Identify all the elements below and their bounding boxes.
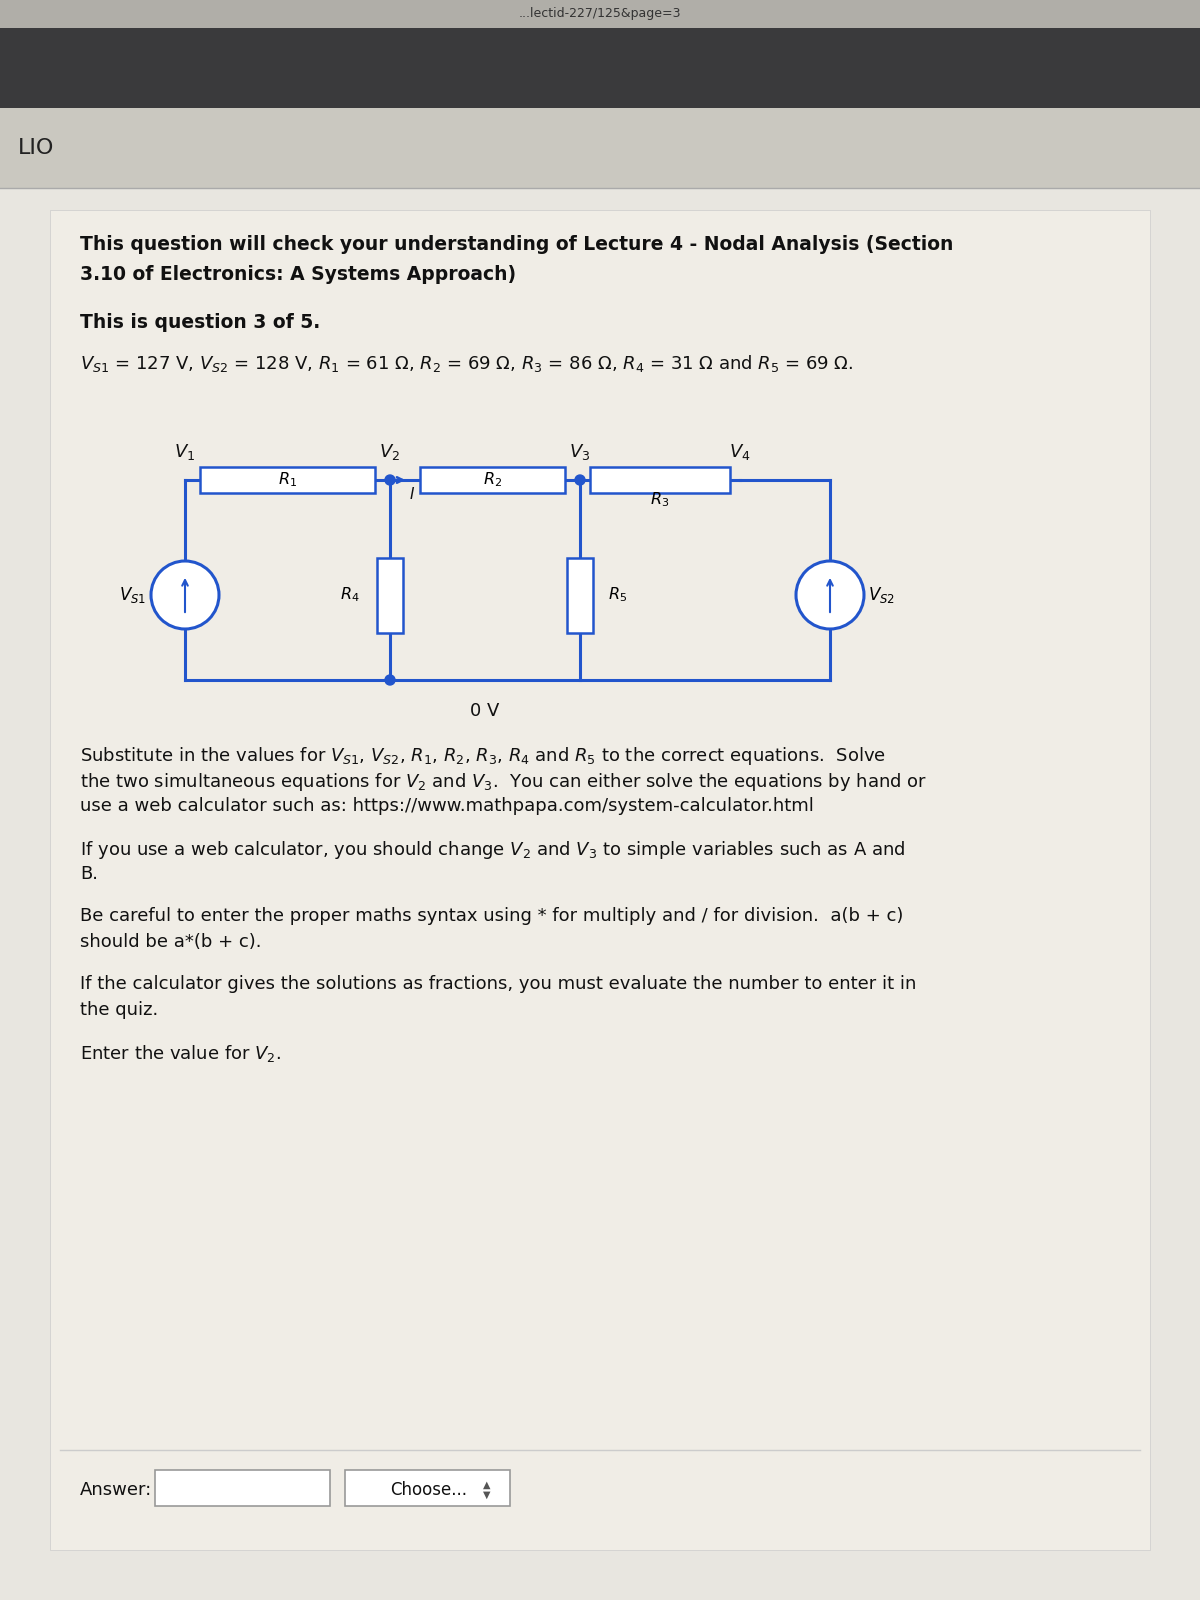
Text: LIO: LIO: [18, 138, 54, 158]
Text: Be careful to enter the proper maths syntax using * for multiply and / for divis: Be careful to enter the proper maths syn…: [80, 907, 904, 925]
Text: $V_{S1}$ = 127 V, $V_{S2}$ = 128 V, $R_1$ = 61 $\Omega$, $R_2$ = 69 $\Omega$, $R: $V_{S1}$ = 127 V, $V_{S2}$ = 128 V, $R_1…: [80, 354, 853, 374]
Circle shape: [151, 562, 220, 629]
Text: $R_4$: $R_4$: [341, 586, 360, 605]
Text: This is question 3 of 5.: This is question 3 of 5.: [80, 314, 320, 333]
Circle shape: [575, 475, 586, 485]
Text: $V_4$: $V_4$: [730, 442, 751, 462]
Bar: [568, 557, 593, 632]
Text: $V_3$: $V_3$: [569, 442, 590, 462]
Text: $V_1$: $V_1$: [174, 442, 196, 462]
Text: $V_{S1}$: $V_{S1}$: [120, 586, 146, 605]
Bar: [50, 210, 1150, 1550]
Text: Enter the value for $V_2$.: Enter the value for $V_2$.: [80, 1043, 281, 1064]
Bar: [0, 27, 1200, 109]
Text: the quiz.: the quiz.: [80, 1002, 158, 1019]
Text: If you use a web calculator, you should change $V_2$ and $V_3$ to simple variabl: If you use a web calculator, you should …: [80, 838, 905, 861]
Text: $R_5$: $R_5$: [608, 586, 628, 605]
Text: ...lectid-227/125&page=3: ...lectid-227/125&page=3: [518, 8, 682, 21]
Bar: [0, 0, 1200, 27]
Text: ▼: ▼: [482, 1490, 491, 1501]
Bar: [155, 1470, 330, 1506]
Circle shape: [385, 675, 395, 685]
Bar: [200, 467, 374, 493]
Text: Choose...: Choose...: [390, 1482, 467, 1499]
Text: use a web calculator such as: https://www.mathpapa.com/system-calculator.html: use a web calculator such as: https://ww…: [80, 797, 814, 814]
Bar: [590, 467, 730, 493]
Text: $R_2$: $R_2$: [482, 470, 502, 490]
Text: 0 V: 0 V: [470, 702, 499, 720]
Bar: [0, 109, 1200, 187]
Text: B.: B.: [80, 866, 98, 883]
Text: If the calculator gives the solutions as fractions, you must evaluate the number: If the calculator gives the solutions as…: [80, 974, 917, 994]
Text: $V_2$: $V_2$: [379, 442, 401, 462]
Text: Substitute in the values for $V_{S1}$, $V_{S2}$, $R_1$, $R_2$, $R_3$, $R_4$ and : Substitute in the values for $V_{S1}$, $…: [80, 746, 886, 766]
Text: Answer:: Answer:: [80, 1482, 152, 1499]
Text: the two simultaneous equations for $V_2$ and $V_3$.  You can either solve the eq: the two simultaneous equations for $V_2$…: [80, 771, 928, 794]
Bar: [0, 187, 1200, 1600]
Bar: [420, 467, 565, 493]
Bar: [346, 1470, 510, 1506]
Text: This question will check your understanding of Lecture 4 - Nodal Analysis (Secti: This question will check your understand…: [80, 235, 953, 254]
Text: should be a*(b + c).: should be a*(b + c).: [80, 933, 262, 950]
Text: ▲: ▲: [482, 1480, 491, 1490]
Text: $R_1$: $R_1$: [278, 470, 298, 490]
Circle shape: [385, 475, 395, 485]
Bar: [377, 557, 403, 632]
Text: 3.10 of Electronics: A Systems Approach): 3.10 of Electronics: A Systems Approach): [80, 266, 516, 285]
Text: $I$: $I$: [409, 486, 415, 502]
Text: $V_{S2}$: $V_{S2}$: [869, 586, 895, 605]
Text: $R_3$: $R_3$: [650, 491, 670, 509]
Circle shape: [796, 562, 864, 629]
